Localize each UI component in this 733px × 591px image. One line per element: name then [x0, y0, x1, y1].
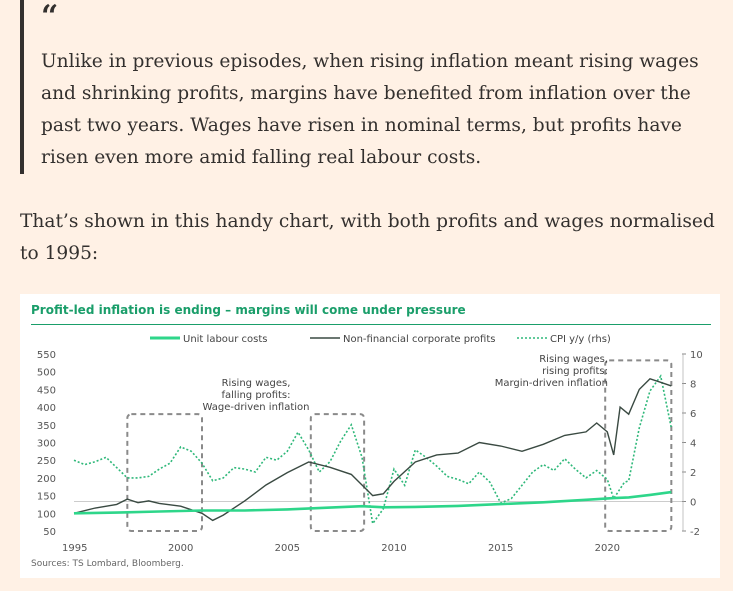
annotation-text-wage: falling profits:	[221, 390, 290, 401]
y-right-tick-label: 8	[690, 380, 696, 391]
y-left-tick-label: 450	[37, 385, 56, 396]
y-right-tick-label: 4	[690, 439, 696, 450]
series-unit-labour-line	[73, 490, 672, 515]
annotation-text-margin: Margin-driven inflation	[495, 378, 608, 389]
annotation-box-margin	[604, 359, 673, 533]
y-left-tick-label: 250	[37, 456, 56, 467]
y-left-tick-label: 400	[37, 403, 56, 414]
annotation-box-wage-1	[126, 413, 203, 532]
x-tick-label: 2015	[488, 543, 513, 554]
annotation-text-margin: rising profits:	[542, 366, 608, 377]
legend-label: Unit labour costs	[183, 334, 268, 345]
x-tick-label: 1995	[62, 543, 87, 554]
x-tick-label: 2000	[168, 543, 193, 554]
chart-figure: Profit-led inflation is ending – margins…	[20, 294, 720, 578]
y-left-tick-label: 300	[37, 439, 56, 450]
series-cpi-line	[73, 374, 673, 526]
chart-title-rule	[31, 324, 711, 325]
chart-title: Profit-led inflation is ending – margins…	[31, 303, 466, 317]
annotation-text-margin: Rising wages,	[539, 354, 608, 365]
y-right-tick-label: -2	[690, 527, 700, 538]
y-left-tick-label: 200	[37, 474, 56, 485]
y-right-tick-label: 0	[690, 498, 696, 509]
annotation-text-wage: Rising wages,	[222, 378, 291, 389]
y-right-tick-label: 6	[690, 409, 696, 420]
quote-bar	[20, 0, 24, 174]
annotation-box-wage-2	[309, 413, 366, 532]
x-tick-label: 2010	[381, 543, 406, 554]
x-tick-label: 2020	[595, 543, 620, 554]
quote-text: Unlike in previous episodes, when rising…	[41, 51, 699, 168]
y-left-tick-label: 150	[37, 492, 56, 503]
chart-source: Sources: TS Lombard, Bloomberg.	[31, 559, 184, 569]
body-paragraph: That’s shown in this handy chart, with b…	[20, 211, 715, 264]
y-left-tick-label: 350	[37, 421, 56, 432]
block-quote: “ Unlike in previous episodes, when risi…	[20, 0, 720, 174]
y-left-tick-label: 100	[37, 509, 56, 520]
quote-mark-icon: “	[41, 0, 59, 34]
y-right-tick-label: 10	[690, 350, 703, 361]
chart-svg: Unit labour costs Non-financial corporate…	[37, 334, 703, 554]
y-right-tick-label: 2	[690, 468, 696, 479]
x-tick-label: 2005	[275, 543, 300, 554]
legend-label: CPI y/y (rhs)	[550, 334, 611, 345]
y-left-tick-label: 50	[43, 527, 56, 538]
legend-label: Non-financial corporate profits	[343, 334, 495, 345]
y-left-tick-label: 500	[37, 368, 56, 379]
series-profits-line	[73, 378, 672, 522]
y-left-tick-label: 550	[37, 350, 56, 361]
annotation-text-wage: Wage-driven inflation	[202, 402, 309, 413]
